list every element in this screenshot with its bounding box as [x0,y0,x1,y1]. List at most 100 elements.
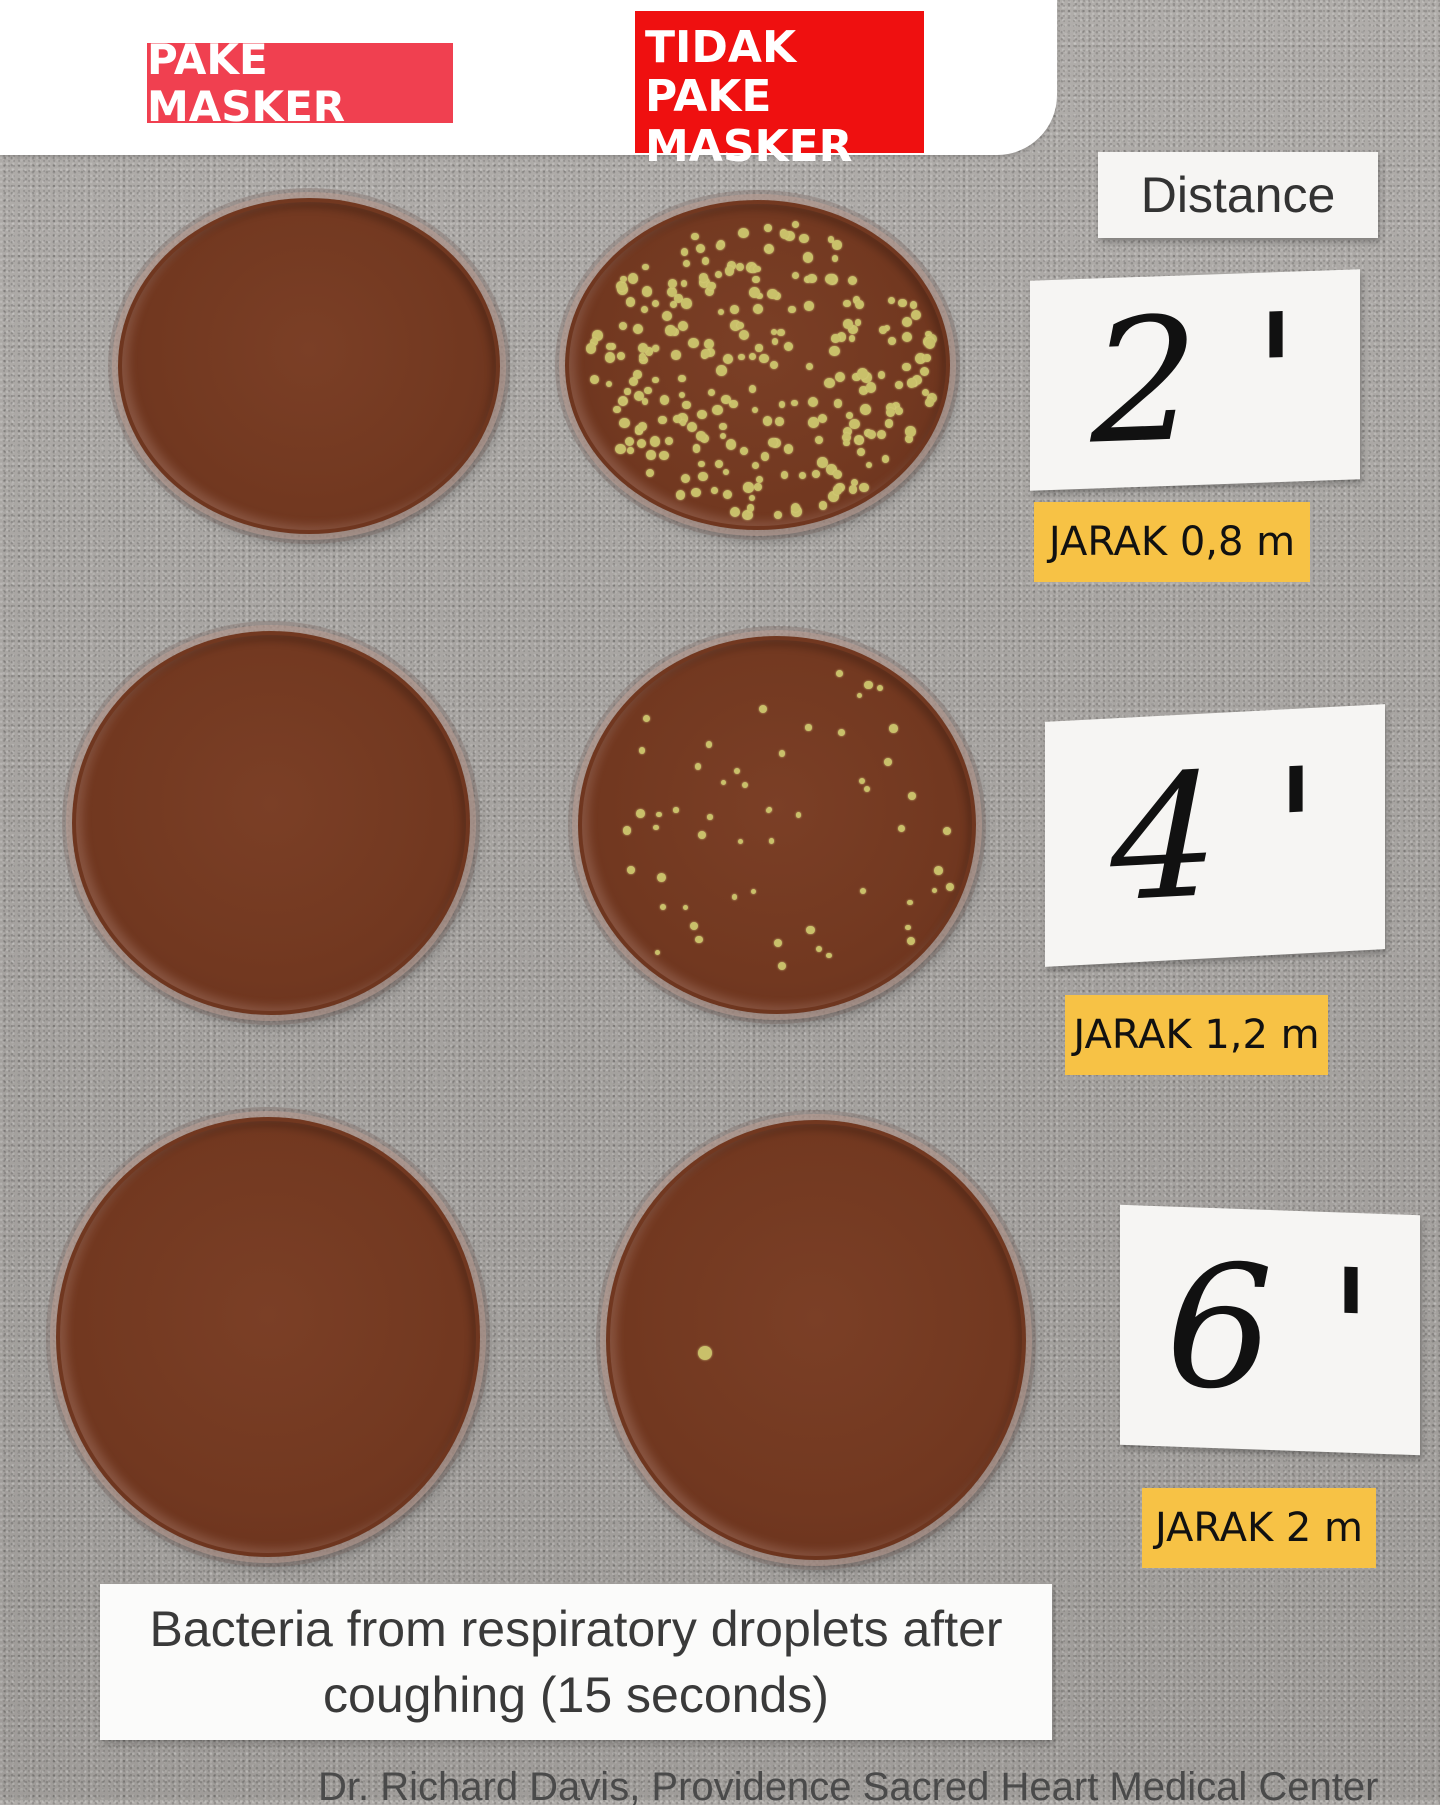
colony [856,436,864,444]
colony [854,319,861,326]
colony [719,422,727,431]
colony [790,399,798,407]
colony [804,276,811,283]
colony [637,438,647,448]
colony [922,388,930,396]
colony [854,435,865,446]
colony [687,421,698,432]
colony [826,952,832,958]
colony [867,430,877,440]
colony [860,887,867,894]
colony [891,401,901,411]
colony [807,396,819,408]
colony [624,388,631,395]
colony [901,331,912,343]
colony [706,281,716,291]
colony [653,824,660,831]
colony [748,287,760,299]
credit-text: Dr. Richard Davis, Providence Sacred Hea… [318,1765,1379,1805]
colony [642,263,649,271]
colony [817,457,828,468]
colony [843,319,853,329]
colony [674,294,683,303]
colony [833,399,843,409]
colony [698,272,708,282]
colony [927,334,938,345]
petri-dish-unmasked-row2 [578,636,976,1014]
colony [698,1346,712,1360]
colony [924,338,936,349]
colony [865,461,873,469]
colony [905,435,914,444]
colony [589,338,598,347]
colony [764,224,772,233]
colony [902,362,911,372]
colony [624,436,634,446]
colony [827,274,838,285]
colony [618,321,628,331]
colony [849,418,860,429]
colony [863,680,873,690]
distance-card-row2: 4 ' [1045,704,1385,967]
colony [884,325,891,332]
colony [760,452,770,461]
colony [687,337,699,349]
colony [748,353,756,360]
colony [681,297,692,309]
colony [923,354,931,363]
colony [748,384,757,393]
colony [720,433,727,440]
colony [895,381,903,389]
jarak-label-row3: JARAK 2 m [1142,1488,1376,1568]
colony [906,936,915,945]
colony [682,259,690,267]
colony [675,490,686,500]
colony [779,401,786,408]
colony [739,330,750,341]
colony [784,444,794,454]
colony [711,487,718,494]
colony [783,341,793,352]
colony [843,299,851,308]
colony [729,506,741,517]
colony [698,472,708,482]
colony [846,412,853,419]
colony [755,344,763,352]
colony [881,455,890,463]
colony [622,826,632,836]
colony [736,321,744,329]
colony [722,353,734,365]
colony [931,888,937,894]
colony [815,945,823,953]
colony [671,350,681,360]
colony [627,866,635,874]
colony [695,244,705,254]
colony [696,431,707,441]
colony [826,464,838,476]
colony [818,500,828,510]
colony [618,397,626,405]
colony [649,436,660,447]
colony [704,286,715,297]
colony [925,398,934,408]
colony [860,404,871,416]
colony [780,471,789,480]
colony [857,368,868,380]
colony [911,380,918,387]
colony [725,439,737,450]
colony [717,240,726,249]
caption-line2: coughing (15 seconds) [323,1667,829,1723]
colony [641,286,653,297]
colony [735,262,745,272]
colony [791,271,800,280]
colony [644,347,653,356]
colony [791,221,799,229]
colony [616,280,627,292]
colony [848,275,858,285]
colony [848,485,858,494]
colony [724,266,735,277]
colony [634,425,644,434]
colony [700,351,708,360]
colony [698,277,710,288]
colony [592,330,603,341]
